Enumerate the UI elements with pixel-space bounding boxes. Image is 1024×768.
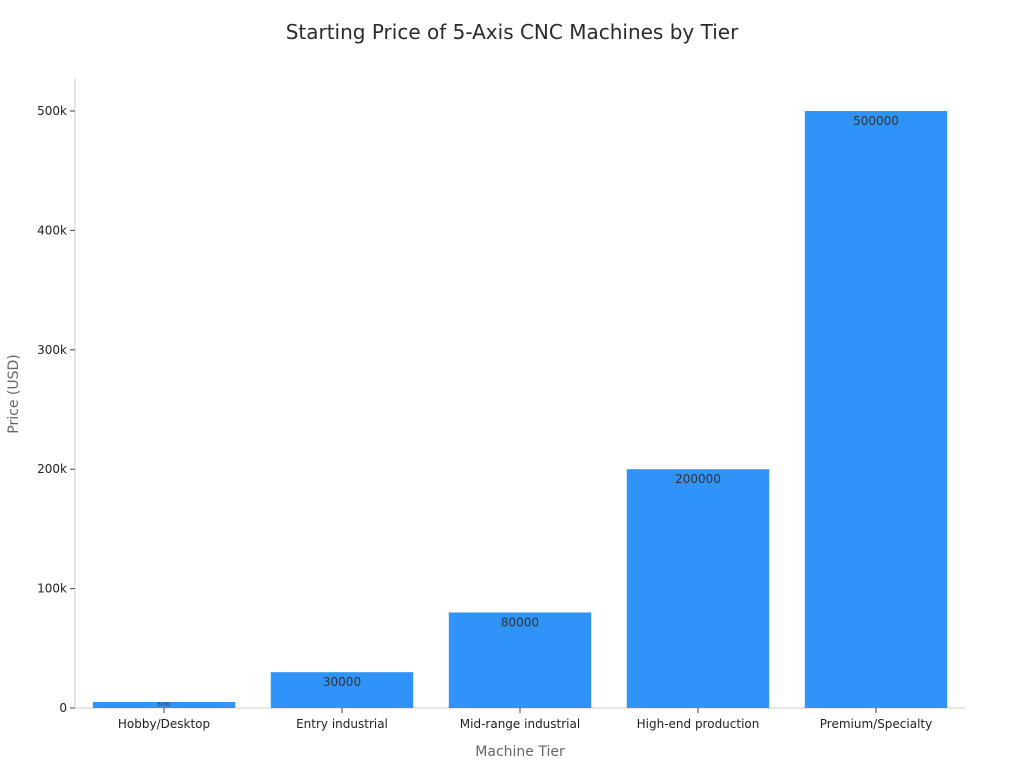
data-label: 500000 <box>853 114 899 128</box>
y-tick-label: 200k <box>37 462 67 476</box>
y-tick-label: 500k <box>37 104 67 118</box>
x-tick-label: Mid-range industrial <box>460 717 580 731</box>
y-axis-title: Price (USD) <box>6 354 22 433</box>
x-tick-label: Entry industrial <box>296 717 388 731</box>
y-tick-label: 400k <box>37 223 67 237</box>
y-tick-label: 100k <box>37 582 67 596</box>
data-label: 5000 <box>158 702 171 708</box>
x-tick-label: Hobby/Desktop <box>118 717 210 731</box>
x-axis-title: Machine Tier <box>475 744 565 760</box>
x-tick-label: Premium/Specialty <box>820 717 932 731</box>
y-tick-label: 0 <box>59 701 67 715</box>
bar <box>627 469 769 708</box>
x-tick-label: High-end production <box>637 717 760 731</box>
data-label: 30000 <box>323 675 361 689</box>
data-label: 80000 <box>501 615 539 629</box>
y-tick-label: 300k <box>37 343 67 357</box>
bar <box>805 111 947 708</box>
data-label: 200000 <box>675 472 721 486</box>
